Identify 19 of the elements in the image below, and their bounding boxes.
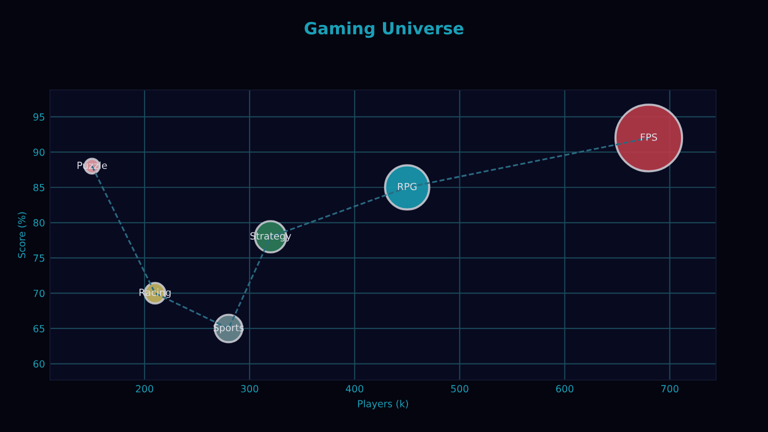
annotation: RPG [398,182,416,190]
y-tick-label: 75 [34,254,44,262]
x-tick-label: 400 [346,385,364,392]
y-tick-label: 80 [33,219,44,226]
y-tick-label: 95 [33,113,44,121]
x-tick-label: 200 [136,385,154,392]
y-tick-label: 85 [33,184,44,192]
annotation: FPS [640,133,658,141]
x-tick-label: 700 [661,385,678,392]
x-tick-label: 500 [451,385,468,392]
y-tick-label: 70 [34,290,44,298]
chart-title: Gaming Universe [304,22,464,38]
y-tick-label: 65 [33,324,44,332]
x-axis-title: Players (k) [358,400,408,410]
y-tick-label: 60 [33,360,44,368]
y-axis-title: Score (%) [18,212,26,258]
y-tick-label: 90 [33,148,44,156]
x-tick-label: 600 [556,385,574,392]
x-tick-label: 300 [241,385,258,392]
